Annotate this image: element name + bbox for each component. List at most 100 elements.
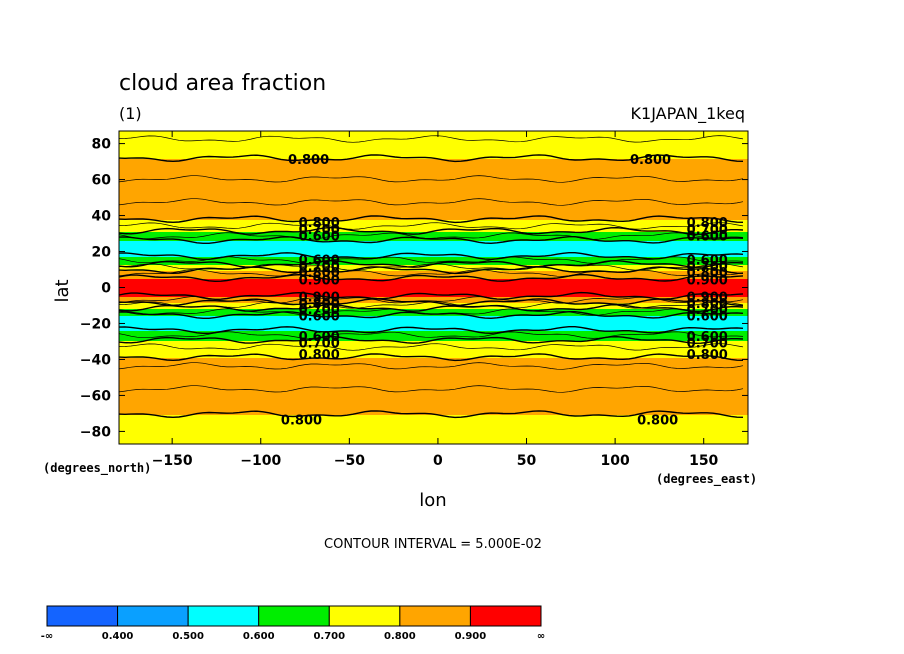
contour-line [118,291,744,301]
contour-labels: 0.800 0.8000.8000.7000.6000.8000.7000.600… [281,153,728,429]
x-axis-label: lon [419,490,446,511]
contour-label: 0.900 [299,290,340,305]
x-tick-label: 100 [600,453,629,469]
contour-line [118,303,744,313]
contour-label: 0.700 [299,303,340,318]
color-band [119,220,748,232]
colorbar: -∞ 0.400 0.500 0.600 0.700 0.800 0.900 ∞ [41,605,545,642]
contour-line [118,175,744,183]
y-tick-label: 20 [92,245,112,261]
y-tick-label: −20 [80,316,111,332]
contour-line [118,326,744,335]
y-tick-label: 60 [92,173,112,189]
contour-line [118,226,744,236]
contour-line [118,311,744,320]
contour-label: 0.900 [687,273,728,288]
contour-label: 0.600 [687,254,728,269]
plot-area [119,131,748,444]
contour-label: 0.800 [299,216,340,231]
x-axis-ticks: −150 −100 −50 0 50 100 150 [152,131,719,469]
chart-subtitle-right: K1JAPAN_1keq [631,104,745,124]
contour-line [118,273,744,283]
contour-line [118,353,744,362]
y-axis-label: lat [52,279,73,302]
contour-line [118,154,744,163]
contour-lines [118,135,744,419]
contour-line [118,266,744,275]
colorbar-label: 0.600 [243,631,275,642]
colorbar-swatch [328,605,401,627]
contour-line [118,331,744,339]
contour-line [118,410,744,419]
contour-label: 0.600 [299,229,340,244]
contour-line [118,335,744,345]
contour-label: 0.600 [687,330,728,345]
contour-line [118,236,744,245]
contour-label: 0.700 [299,223,340,238]
color-band [119,265,748,271]
x-units-label: (degrees_east) [656,472,757,487]
contour-line [118,135,744,143]
contour-line [118,232,744,240]
contour-line [118,256,744,264]
contour-label: 0.800 [630,153,671,168]
contour-interval-text: CONTOUR INTERVAL = 5.000E-02 [324,537,542,552]
contour-label: 0.600 [299,330,340,345]
x-tick-label: −50 [334,453,365,469]
colorbar-swatch [399,605,471,627]
contour-line [118,215,744,224]
contour-label: 0.800 [299,297,340,312]
color-band [119,358,748,415]
color-band [119,232,748,241]
contour-line [118,362,744,370]
contour-label: 0.700 [687,260,728,275]
y-tick-label: 80 [92,137,112,153]
contour-label: 0.700 [687,336,728,351]
contour-label: 0.900 [299,273,340,288]
contour-label: 0.600 [299,309,340,324]
contour-label: 0.700 [299,260,340,275]
contour-label: 0.800 [687,216,728,231]
contour-label: 0.800 [687,266,728,281]
contour-label: 0.700 [687,303,728,318]
colorbar-swatch [469,605,542,627]
y-tick-label: 0 [101,281,111,297]
x-tick-label: 150 [689,453,718,469]
contour-label: 0.800 [299,266,340,281]
x-tick-label: −150 [152,453,193,469]
contour-label: 0.600 [299,254,340,269]
y-tick-label: −40 [80,352,111,368]
colorbar-swatch [117,605,189,627]
contour-label: 0.800 [281,414,322,429]
chart-title: cloud area fraction [119,71,326,96]
contour-label: 0.800 [637,414,678,429]
color-band [119,415,748,444]
contour-line [118,198,744,206]
colorbar-label: 0.700 [313,631,345,642]
color-band [119,297,748,303]
contour-label: 0.600 [687,309,728,324]
contour-label: 0.700 [687,223,728,238]
colorbar-label: -∞ [41,631,53,642]
y-units-label: (degrees_north) [43,461,151,476]
color-band [119,303,748,309]
colorbar-label: 0.800 [384,631,416,642]
contour-label: 0.800 [687,348,728,363]
x-tick-label: 0 [433,453,443,469]
x-tick-label: −100 [240,453,281,469]
x-tick-label: 50 [517,453,537,469]
colorbar-swatch [258,605,330,627]
colorbar-label: 0.500 [172,631,204,642]
colorbar-label: 0.900 [455,631,487,642]
contour-label: 0.800 [288,153,329,168]
contour-line [118,259,744,269]
contour-label: 0.800 [299,348,340,363]
color-band [119,241,748,257]
contour-line [118,222,744,230]
color-band [119,271,748,279]
colorbar-swatch [187,605,260,627]
color-band [119,257,748,265]
contour-line [118,385,744,393]
contour-line [118,269,744,277]
contour-label: 0.700 [299,336,340,351]
